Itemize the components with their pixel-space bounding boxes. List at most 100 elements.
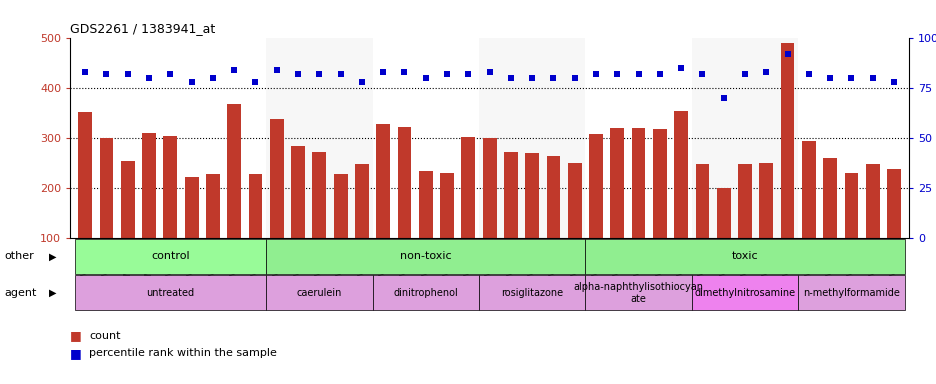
Point [822,75,837,81]
Bar [75,275,266,310]
Point [651,71,666,78]
Bar [674,111,687,288]
Bar [567,163,581,288]
Text: ▶: ▶ [49,288,56,298]
Point [99,71,114,78]
Bar [738,164,751,288]
Bar [79,112,92,288]
Bar [797,275,903,310]
Bar [758,163,772,288]
Bar [691,275,797,310]
Bar [823,158,836,288]
Point [205,75,220,81]
Point [439,71,454,78]
Bar [546,156,560,288]
Point [800,71,815,78]
Bar [373,275,478,310]
Point [609,71,624,78]
Point [631,71,646,78]
Text: percentile rank within the sample: percentile rank within the sample [89,348,277,358]
Point [864,75,879,81]
Bar [270,119,284,288]
Point [715,95,730,101]
Bar [504,152,518,288]
Bar [184,177,198,288]
Text: control: control [151,251,189,262]
Text: rosiglitazone: rosiglitazone [501,288,563,298]
Bar [609,128,623,288]
Bar [206,174,220,288]
Bar [585,275,691,310]
Bar [99,138,113,288]
Point [163,71,178,78]
Bar [716,188,730,288]
Bar [478,275,585,310]
Bar [291,146,304,288]
Text: ▶: ▶ [49,251,56,262]
Text: non-toxic: non-toxic [400,251,451,262]
Point [588,71,603,78]
Bar [142,133,155,288]
Point [461,71,475,78]
Bar [801,141,815,288]
Point [141,75,156,81]
Bar [440,173,453,288]
Point [248,79,263,85]
Point [695,71,709,78]
Bar [461,137,475,288]
Bar [266,38,373,238]
Point [397,69,412,75]
Point [78,69,93,75]
Point [843,75,858,81]
Point [524,75,539,81]
Point [227,67,241,73]
Text: untreated: untreated [146,288,194,298]
Point [673,65,688,71]
Bar [691,38,797,238]
Point [312,71,327,78]
Bar [163,136,177,288]
Bar [121,161,135,288]
Bar [266,239,585,274]
Bar [266,275,373,310]
Bar [333,174,347,288]
Bar [525,153,538,288]
Point [120,71,135,78]
Bar [589,134,602,288]
Text: other: other [5,251,35,262]
Point [183,79,198,85]
Point [737,71,752,78]
Bar [695,164,709,288]
Text: alpha-naphthylisothiocyan
ate: alpha-naphthylisothiocyan ate [573,282,703,304]
Text: agent: agent [5,288,37,298]
Point [481,69,496,75]
Point [546,75,561,81]
Text: count: count [89,331,121,341]
Point [269,67,284,73]
Bar [397,127,411,288]
Bar [886,169,899,288]
Text: dinitrophenol: dinitrophenol [393,288,458,298]
Bar [418,170,432,288]
Point [332,71,347,78]
Point [758,69,773,75]
Text: GDS2261 / 1383941_at: GDS2261 / 1383941_at [70,22,215,35]
Bar [248,174,262,288]
Bar [652,129,666,288]
Bar [227,104,241,288]
Text: caerulein: caerulein [297,288,342,298]
Text: ■: ■ [70,329,82,343]
Point [375,69,390,75]
Text: toxic: toxic [731,251,757,262]
Point [290,71,305,78]
Bar [780,43,794,288]
Text: ■: ■ [70,347,82,360]
Text: n-methylformamide: n-methylformamide [802,288,899,298]
Bar [312,152,326,288]
Bar [865,164,879,288]
Bar [75,239,266,274]
Bar [585,239,903,274]
Point [354,79,369,85]
Bar [478,38,585,238]
Bar [843,173,857,288]
